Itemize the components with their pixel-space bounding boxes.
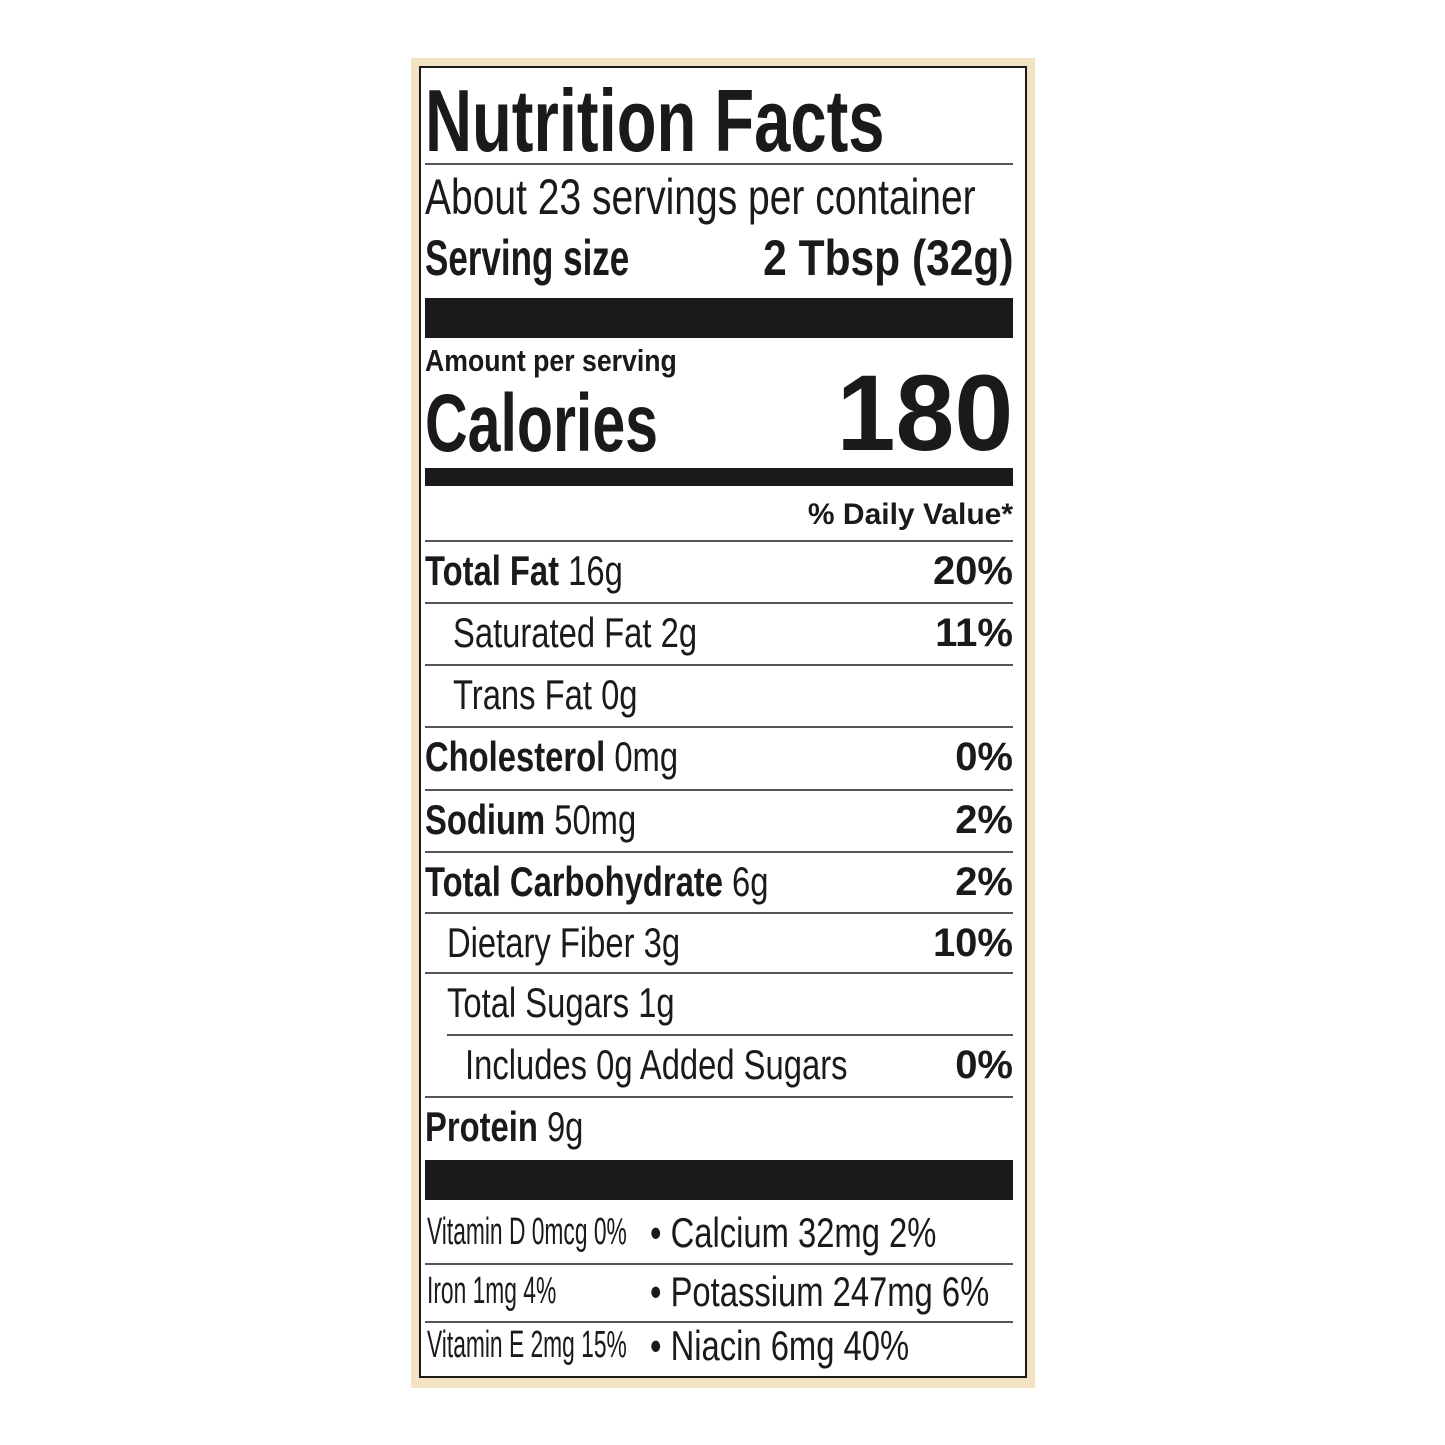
micronutrient-right: • Calcium 32mg 2% (650, 1209, 937, 1256)
nutrient-name: Sodium (425, 796, 546, 843)
nutrient-amount: 9g (546, 1103, 584, 1150)
nutrient-row-cholesterol: Cholesterol 0mg 0% (425, 727, 1013, 787)
nutrient-dv: 2% (955, 860, 1013, 904)
calories-value: 180 (836, 352, 1013, 473)
nutrient-dv: 0% (955, 1043, 1013, 1087)
micronutrient-right: • Niacin 6mg 40% (650, 1322, 910, 1369)
nutrient-row-trans-fat: Trans Fat 0g (425, 665, 1013, 725)
divider (425, 851, 1013, 853)
calories-label: Calories (425, 378, 658, 469)
daily-value-header: % Daily Value* (807, 498, 1013, 531)
nutrient-amount: 6g (732, 858, 769, 905)
nutrient-amount: 1g (638, 979, 675, 1026)
serving-size-row: Serving size 2 Tbsp (32g) (425, 228, 1013, 288)
nutrient-amount: 16g (568, 547, 623, 594)
nutrition-label (419, 66, 1027, 1378)
divider (425, 1096, 1013, 1098)
nutrient-name: Includes 0g Added Sugars (465, 1041, 848, 1088)
divider (425, 1263, 1013, 1265)
nutrient-dv: 0% (955, 735, 1013, 779)
nutrient-amount: 3g (643, 919, 681, 966)
nutrient-name: Trans Fat (453, 671, 592, 718)
micronutrient-row: Vitamin D 0mcg 0% • Calcium 32mg 2% (425, 1203, 1013, 1263)
label-title: Nutrition Facts (425, 71, 885, 170)
nutrient-amount: 0mg (614, 733, 679, 780)
micronutrient-left: Vitamin E 2mg 15% (427, 1324, 627, 1366)
micronutrient-left: Vitamin D 0mcg 0% (427, 1211, 627, 1253)
divider (425, 726, 1013, 728)
divider (425, 163, 1013, 165)
nutrient-name: Total Sugars (447, 979, 630, 1026)
nutrient-name: Total Fat (425, 547, 560, 594)
micronutrient-right: • Potassium 247mg 6% (650, 1268, 990, 1315)
micronutrient-left: Iron 1mg 4% (427, 1270, 557, 1312)
thick-divider (425, 1160, 1013, 1200)
serving-size-label: Serving size (425, 230, 630, 286)
servings-per-container: About 23 servings per container (425, 169, 976, 225)
divider (425, 972, 1013, 974)
amount-per-serving: Amount per serving (425, 343, 677, 378)
nutrient-amount: 0g (601, 671, 638, 718)
medium-divider (425, 468, 1013, 486)
nutrient-name: Saturated Fat (453, 609, 652, 656)
nutrient-dv: 11% (935, 611, 1013, 655)
nutrient-row-sodium: Sodium 50mg 2% (425, 790, 1013, 850)
nutrient-row-dietary-fiber: Dietary Fiber 3g 10% (425, 913, 1013, 973)
calories-row: Calories 180 (425, 352, 1013, 473)
micronutrient-row: Vitamin E 2mg 15% • Niacin 6mg 40% (425, 1322, 1013, 1382)
divider (425, 602, 1013, 604)
nutrient-amount: 50mg (554, 796, 637, 843)
micronutrient-row: Iron 1mg 4% • Potassium 247mg 6% (425, 1264, 1013, 1324)
nutrient-row-total-fat: Total Fat 16g 20% (425, 541, 1013, 601)
nutrient-dv: 20% (932, 549, 1013, 593)
divider (425, 912, 1013, 914)
divider (425, 664, 1013, 666)
divider (425, 540, 1013, 542)
nutrient-name: Protein (425, 1103, 538, 1150)
nutrient-row-added-sugars: Includes 0g Added Sugars 0% (425, 1035, 1013, 1095)
nutrient-name: Dietary Fiber (447, 919, 635, 966)
divider (447, 1034, 1013, 1036)
nutrient-row-saturated-fat: Saturated Fat 2g 11% (425, 603, 1013, 663)
thick-divider (425, 298, 1013, 338)
nutrient-amount: 2g (660, 609, 698, 656)
nutrient-row-total-sugars: Total Sugars 1g (425, 973, 1013, 1033)
nutrient-row-total-carbohydrate: Total Carbohydrate 6g 2% (425, 852, 1013, 912)
nutrient-name: Cholesterol (425, 733, 606, 780)
nutrient-dv: 2% (955, 798, 1013, 842)
nutrient-name: Total Carbohydrate (425, 858, 723, 905)
nutrient-dv: 10% (932, 921, 1013, 965)
nutrient-row-protein: Protein 9g (425, 1097, 1013, 1157)
divider (425, 789, 1013, 791)
serving-size-value: 2 Tbsp (32g) (762, 230, 1013, 286)
divider (425, 1321, 1013, 1323)
